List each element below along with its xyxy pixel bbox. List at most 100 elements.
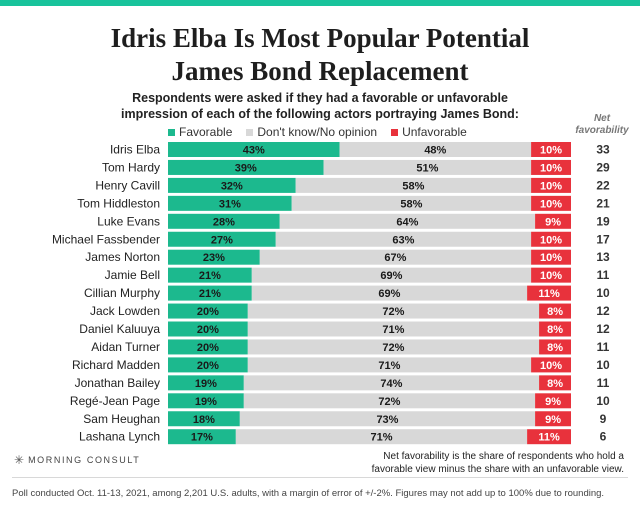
brand-mark-icon: ✳ xyxy=(14,453,25,467)
data-label-neutral: 72% xyxy=(382,306,404,318)
data-label-unfavorable: 11% xyxy=(538,432,560,444)
data-label-unfavorable: 10% xyxy=(540,252,562,264)
category-label: Lashana Lynch xyxy=(79,430,160,444)
bar-unfavorable xyxy=(531,357,571,373)
category-label: Jonathan Bailey xyxy=(75,376,160,390)
legend-unfavorable-swatch xyxy=(391,128,399,136)
bar-unfavorable xyxy=(527,429,571,445)
subtitle-line-1: Respondents were asked if they had a fav… xyxy=(132,91,508,105)
net-header-line-2: favorability xyxy=(575,125,629,136)
net-favorability-value: 6 xyxy=(600,430,607,444)
bar-neutral xyxy=(243,393,536,409)
net-favorability-note: Net favorability is the share of respond… xyxy=(300,450,624,476)
brand-name: MORNING CONSULT xyxy=(28,455,141,465)
category-label: Regé-Jean Page xyxy=(70,394,160,408)
legend-favorable-swatch xyxy=(168,128,175,136)
data-label-unfavorable: 8% xyxy=(547,324,563,336)
category-label: Jack Lowden xyxy=(90,304,160,318)
chart-subtitle: Respondents were asked if they had a fav… xyxy=(40,90,600,122)
bar-neutral xyxy=(239,411,536,427)
data-label-unfavorable: 11% xyxy=(538,288,560,300)
bar-neutral xyxy=(247,357,532,373)
title-line-2: James Bond Replacement xyxy=(171,56,469,86)
data-label-favorable: 20% xyxy=(197,324,219,336)
data-label-neutral: 51% xyxy=(416,162,438,174)
bar-neutral xyxy=(279,213,536,229)
data-label-neutral: 67% xyxy=(384,252,406,264)
bar-neutral xyxy=(259,249,532,265)
category-label: Daniel Kaluuya xyxy=(79,322,160,336)
net-favorability-value: 12 xyxy=(596,322,610,336)
data-label-unfavorable: 10% xyxy=(540,360,562,372)
net-favorability-value: 10 xyxy=(596,358,610,372)
bar-favorable xyxy=(168,195,292,211)
data-label-neutral: 72% xyxy=(382,342,404,354)
category-label: Richard Madden xyxy=(72,358,160,372)
data-label-favorable: 18% xyxy=(193,414,215,426)
data-label-neutral: 71% xyxy=(382,324,404,336)
net-favorability-value: 29 xyxy=(596,160,610,174)
data-label-favorable: 32% xyxy=(221,180,243,192)
data-label-unfavorable: 9% xyxy=(545,414,561,426)
data-label-favorable: 39% xyxy=(235,162,257,174)
bar-neutral xyxy=(247,303,540,319)
net-note-line-2: favorable view minus the share with an u… xyxy=(371,464,624,475)
bar-favorable xyxy=(168,303,248,319)
net-favorability-value: 10 xyxy=(596,394,610,408)
data-label-favorable: 19% xyxy=(195,378,217,390)
bar-unfavorable xyxy=(539,339,571,355)
data-label-favorable: 43% xyxy=(243,145,265,157)
bar-unfavorable xyxy=(531,177,571,193)
chart-title: Idris Elba Is Most Popular Potential Jam… xyxy=(0,22,640,88)
data-label-favorable: 27% xyxy=(211,234,233,246)
bar-unfavorable xyxy=(527,285,571,301)
bar-favorable xyxy=(168,285,252,301)
net-favorability-value: 11 xyxy=(597,340,610,354)
net-favorability-value: 9 xyxy=(600,412,607,426)
category-label: Aidan Turner xyxy=(91,340,160,354)
data-label-neutral: 72% xyxy=(378,396,400,408)
footer-divider xyxy=(12,477,628,478)
net-note-line-1: Net favorability is the share of respond… xyxy=(383,451,624,462)
source-note: Poll conducted Oct. 11-13, 2021, among 2… xyxy=(12,488,605,499)
bar-favorable xyxy=(168,142,340,157)
legend-neutral-label: Don't know/No opinion xyxy=(257,125,378,139)
data-label-favorable: 20% xyxy=(197,360,219,372)
bar-favorable xyxy=(168,177,296,193)
bar-neutral xyxy=(251,267,532,283)
net-favorability-value: 12 xyxy=(596,304,610,318)
legend-favorable: Favorable xyxy=(168,125,232,139)
bar-unfavorable xyxy=(531,231,571,247)
legend-favorable-label: Favorable xyxy=(179,125,233,139)
bar-unfavorable xyxy=(531,159,571,175)
net-favorability-value: 10 xyxy=(596,286,610,300)
legend-neutral: Don't know/No opinion xyxy=(246,125,377,139)
bar-favorable xyxy=(168,321,248,337)
bar-neutral xyxy=(243,375,540,391)
bar-favorable xyxy=(168,231,276,247)
data-label-neutral: 69% xyxy=(380,270,402,282)
bar-unfavorable xyxy=(539,321,571,337)
data-label-unfavorable: 8% xyxy=(547,306,563,318)
legend-neutral-swatch xyxy=(246,128,254,136)
bar-neutral xyxy=(339,142,532,157)
category-label: Cillian Murphy xyxy=(84,286,160,300)
bar-favorable xyxy=(168,429,236,445)
net-favorability-value: 17 xyxy=(596,232,610,246)
brand-logo: ✳ MORNING CONSULT xyxy=(14,453,140,467)
data-label-favorable: 20% xyxy=(197,306,219,318)
data-label-neutral: 63% xyxy=(392,234,414,246)
bar-unfavorable xyxy=(535,213,571,229)
category-label: Sam Heughan xyxy=(83,412,160,426)
data-label-favorable: 23% xyxy=(203,252,225,264)
data-label-unfavorable: 8% xyxy=(547,378,563,390)
category-label: Michael Fassbender xyxy=(52,232,160,246)
bar-neutral xyxy=(247,321,540,337)
title-line-1: Idris Elba Is Most Popular Potential xyxy=(110,23,530,53)
net-favorability-value: 22 xyxy=(596,178,610,192)
net-favorability-value: 21 xyxy=(596,196,610,210)
bar-unfavorable xyxy=(531,195,571,211)
bar-unfavorable xyxy=(531,267,571,283)
data-label-unfavorable: 10% xyxy=(540,162,562,174)
data-label-neutral: 64% xyxy=(396,216,418,228)
